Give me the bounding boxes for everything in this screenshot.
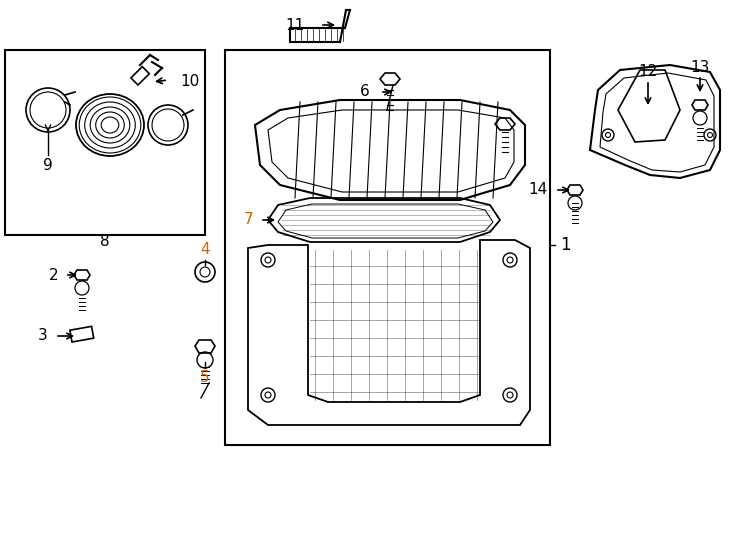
Text: 2: 2 (48, 267, 58, 282)
Text: 11: 11 (286, 17, 305, 32)
Text: 9: 9 (43, 158, 53, 172)
Text: 3: 3 (38, 328, 48, 343)
Text: 6: 6 (360, 84, 370, 99)
Text: 5: 5 (200, 370, 210, 386)
Bar (5, 50, 205, 235)
Bar (225, 50, 550, 445)
Text: 1: 1 (560, 236, 570, 254)
Bar (131, 66, 149, 85)
Text: 10: 10 (180, 75, 199, 90)
Bar (70, 326, 94, 342)
Text: 14: 14 (528, 183, 548, 198)
Text: 13: 13 (690, 60, 710, 76)
Text: 4: 4 (200, 242, 210, 258)
Text: 8: 8 (100, 234, 110, 249)
Text: 12: 12 (639, 64, 658, 79)
Text: 7: 7 (244, 213, 253, 227)
